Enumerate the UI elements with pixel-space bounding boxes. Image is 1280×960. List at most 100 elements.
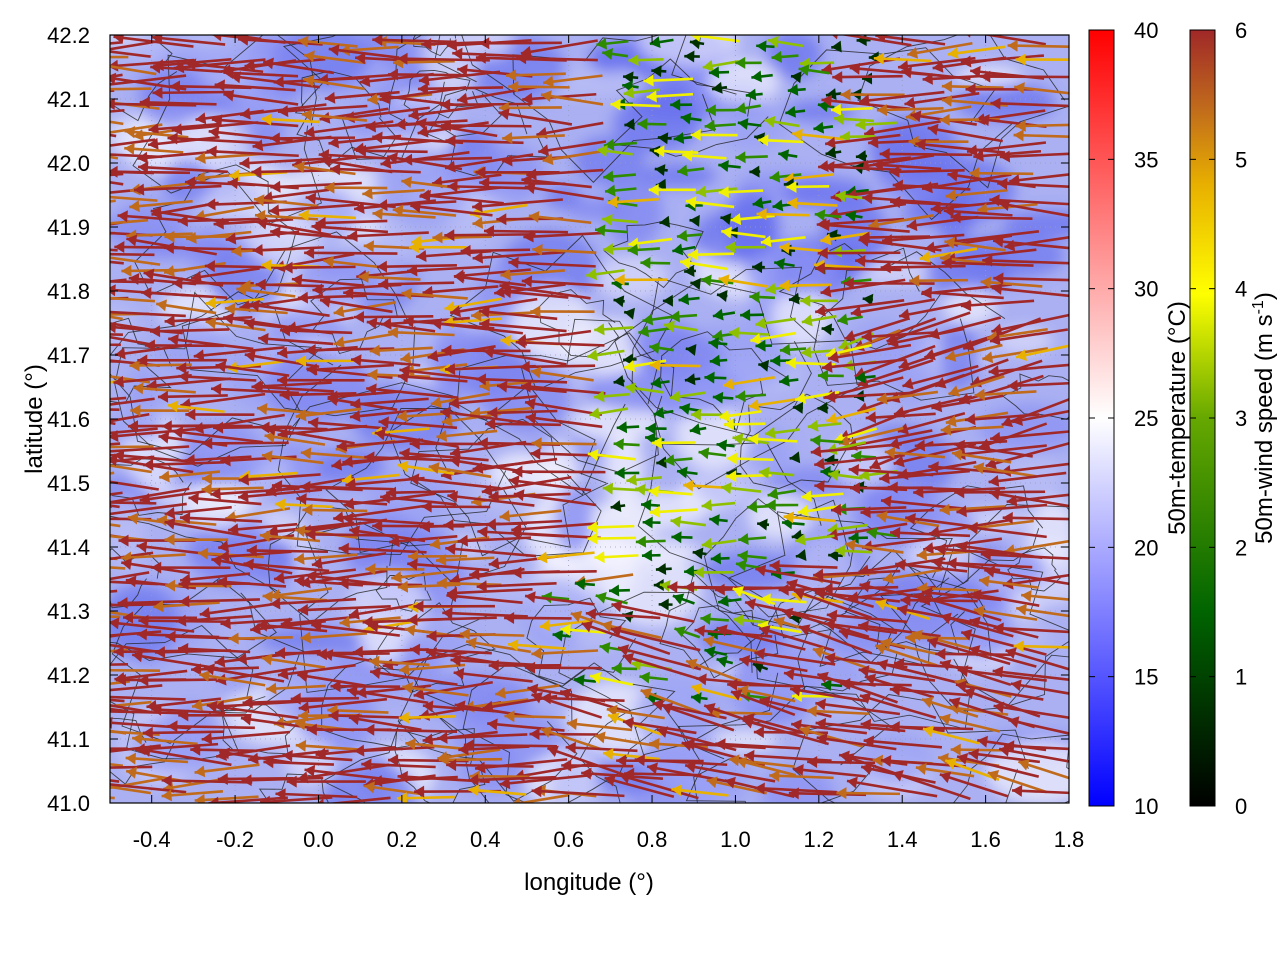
wind-vector-head: [205, 198, 216, 211]
wind-vector: [513, 793, 570, 803]
wind-vector: [110, 427, 158, 435]
contour-line: [1007, 547, 1061, 592]
wind-vector-head: [791, 719, 802, 732]
wind-vector-head: [184, 453, 196, 466]
wind-vector-head: [919, 251, 931, 263]
wind-vector-head: [113, 645, 124, 658]
wind-vector-head: [96, 60, 107, 72]
wind-vector: [348, 602, 422, 617]
wind-vector: [179, 516, 263, 523]
wind-vector: [594, 734, 660, 748]
wind-vector-head: [195, 152, 206, 165]
wind-vector-head: [380, 156, 392, 169]
wind-vector-head: [725, 241, 736, 254]
wind-vector-head: [88, 458, 99, 470]
wind-vector-head: [529, 728, 540, 741]
wind-vector: [915, 142, 1006, 154]
wind-vector: [939, 773, 1009, 798]
wind-vector: [472, 198, 563, 209]
wind-vector: [458, 745, 530, 752]
wind-vector-head: [366, 317, 378, 330]
wind-vector: [194, 795, 259, 802]
wind-vector-head: [304, 246, 315, 259]
wind-vector: [319, 298, 393, 314]
wind-vector-head: [90, 291, 100, 303]
wind-vector-head: [769, 559, 780, 572]
wind-vector: [364, 455, 457, 462]
temperature-colorbar-tick-label: 35: [1134, 147, 1158, 172]
wind-vector-head: [949, 697, 961, 709]
wind-vector-head: [730, 689, 743, 701]
contour-line: [449, 234, 675, 391]
wind-vector-head: [982, 351, 994, 364]
wind-vector: [904, 92, 980, 106]
wind-vector-head: [862, 192, 873, 205]
wind-vector: [498, 111, 573, 126]
wind-vector-head: [117, 596, 128, 609]
wind-vector-head: [974, 388, 986, 401]
wind-vector-head: [1016, 349, 1028, 361]
wind-vector-head: [78, 314, 89, 326]
wind-vector: [294, 553, 358, 561]
wind-vector: [876, 661, 966, 686]
wind-vector: [989, 491, 1069, 508]
wind-vector-head: [844, 539, 856, 552]
wind-vector: [998, 202, 1069, 218]
wind-vector: [815, 701, 901, 716]
wind-vector-head: [380, 491, 391, 504]
wind-vector: [531, 649, 599, 656]
wind-vector-head: [395, 118, 406, 131]
wind-vector: [950, 215, 1033, 221]
contour-line: [909, 485, 1044, 585]
wind-vector-head: [935, 647, 946, 660]
wind-vector-head: [613, 375, 625, 387]
wind-vector-head: [506, 69, 517, 82]
temperature-colorbar-tick-label: 20: [1134, 535, 1158, 560]
wind-vector: [446, 593, 523, 605]
contour-line: [388, 384, 602, 557]
wind-vector: [110, 501, 157, 505]
wind-vector: [110, 199, 116, 203]
wind-vector-head: [670, 515, 682, 528]
wind-vector: [201, 730, 291, 741]
wind-vector-head: [845, 210, 857, 223]
wind-vector: [450, 658, 535, 667]
x-axis-label: longitude (°): [524, 869, 654, 896]
wind-vector-head: [257, 619, 268, 632]
wind-vector-head: [760, 235, 772, 248]
wind-vector-head: [735, 56, 746, 69]
wind-vector-head: [228, 632, 239, 645]
wind-vector-head: [950, 211, 961, 224]
wind-vector-head: [810, 434, 821, 447]
wind-vector-head: [911, 629, 923, 642]
wind-vector: [248, 303, 330, 317]
wind-vector-head: [596, 37, 608, 50]
wind-vector-head: [646, 90, 657, 103]
wind-vector: [113, 35, 194, 48]
wind-vector: [973, 465, 1037, 478]
wind-vector: [449, 297, 538, 315]
wind-vector-head: [64, 51, 74, 63]
wind-vector-head: [407, 613, 418, 626]
wind-vector-head: [211, 114, 223, 127]
wind-vector: [512, 470, 606, 474]
wind-vector-head: [195, 112, 207, 125]
wind-vector-head: [989, 194, 1000, 207]
wind-vector-head: [496, 380, 508, 393]
wind-vector-head: [132, 732, 143, 745]
wind-vector-head: [479, 176, 490, 189]
wind-vector-head: [151, 703, 162, 716]
wind-vector-head: [426, 630, 437, 643]
wind-vector-head: [705, 104, 716, 117]
wind-vector-head: [701, 537, 713, 550]
wind-vector-head: [957, 665, 969, 678]
wind-vector: [110, 50, 151, 58]
wind-vector-head: [645, 432, 656, 445]
wind-vector-head: [500, 268, 511, 281]
wind-vector: [257, 623, 328, 633]
wind-vector: [536, 121, 604, 136]
wind-vector-head: [898, 60, 909, 73]
wind-vector-head: [85, 329, 96, 341]
wind-vector-head: [342, 455, 353, 468]
